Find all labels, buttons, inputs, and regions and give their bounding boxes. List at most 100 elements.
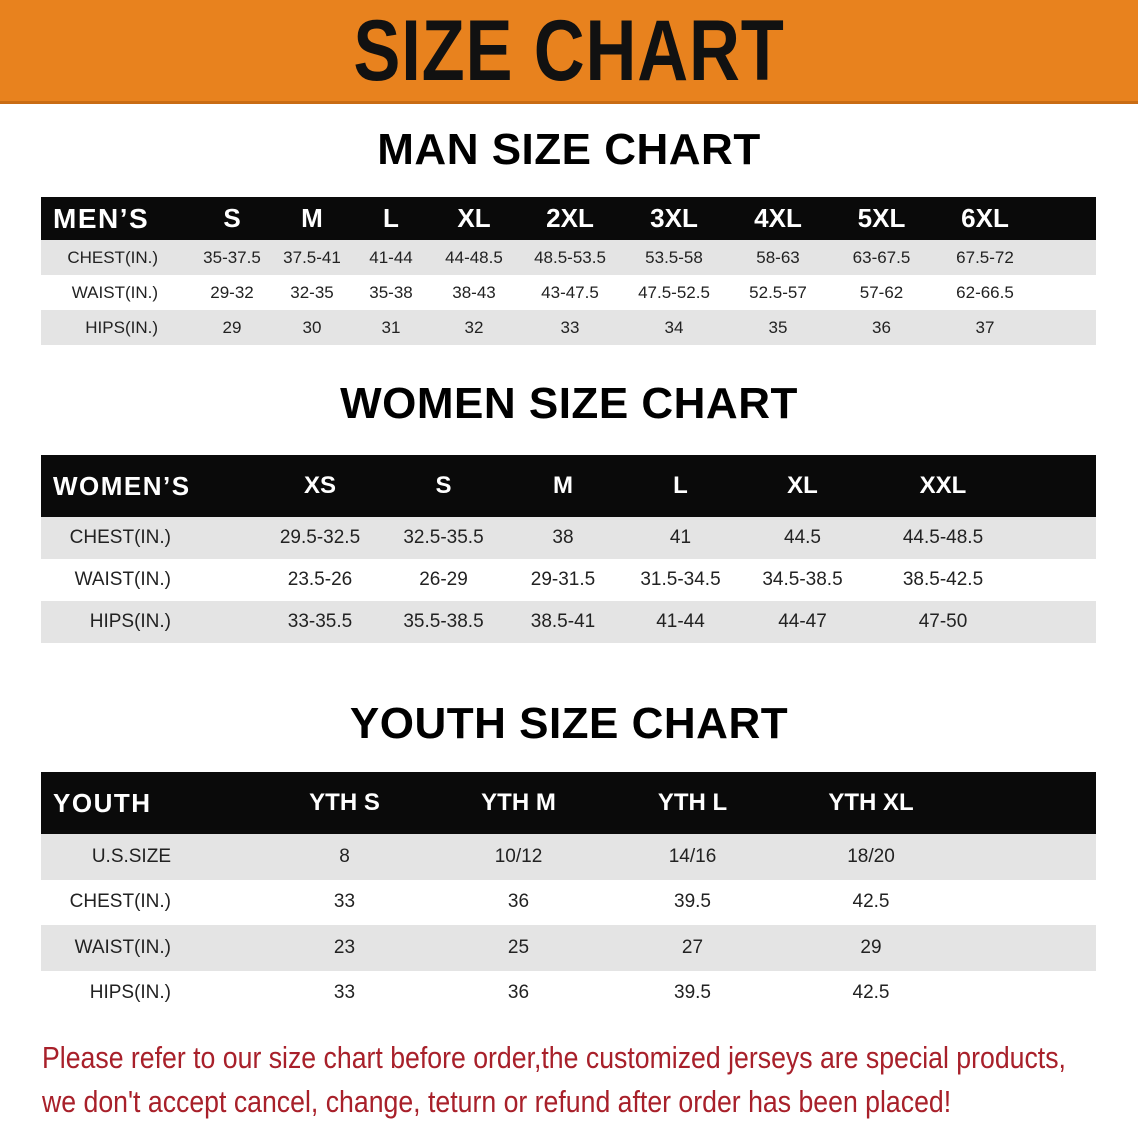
measurement-value: 29-32 bbox=[210, 282, 254, 302]
men-size-table: MEN’S S M L XL 2XL 3XL 4XL 5XL 6XL CHEST(IN.) 35-37… bbox=[41, 197, 1096, 345]
table-corner-label: WOMEN’S bbox=[53, 470, 191, 501]
women-table-row: HIPS(IN.) 33-35.5 35.5-38.5 38.5-41 41-44 44-… bbox=[41, 601, 1096, 643]
size-column-header: 6XL bbox=[961, 203, 1009, 233]
measurement-value: 38.5-42.5 bbox=[902, 569, 984, 590]
size-column-header: 4XL bbox=[754, 203, 802, 233]
size-column-header: L bbox=[673, 472, 688, 499]
measurement-label: CHEST(IN.) bbox=[67, 247, 158, 267]
measurement-value: 53.5-58 bbox=[645, 247, 703, 267]
measurement-value: 33 bbox=[333, 982, 356, 1004]
size-column-header: XL bbox=[787, 472, 818, 499]
measurement-value: 35-38 bbox=[369, 282, 413, 302]
measurement-label: U.S.SIZE bbox=[91, 845, 171, 867]
women-table-row: WAIST(IN.) 23.5-26 26-29 29-31.5 31.5-34.5 34… bbox=[41, 559, 1096, 601]
women-table-row: CHEST(IN.) 29.5-32.5 32.5-35.5 38 41 44.5 44.5… bbox=[41, 517, 1096, 559]
measurement-value: 48.5-53.5 bbox=[534, 247, 606, 267]
measurement-value: 62-66.5 bbox=[956, 282, 1014, 302]
measurement-value: 44.5-48.5 bbox=[902, 527, 984, 548]
youth-table-row: U.S.SIZE 8 10/12 14/16 18/20 bbox=[41, 834, 1096, 880]
size-column-header: L bbox=[383, 203, 399, 233]
measurement-value: 63-67.5 bbox=[852, 247, 911, 267]
measurement-value: 31.5-34.5 bbox=[640, 569, 721, 590]
measurement-value: 36 bbox=[872, 317, 891, 337]
measurement-value: 29 bbox=[222, 317, 242, 337]
measurement-value: 34 bbox=[664, 317, 684, 337]
men-header-row: MEN’S S M L XL 2XL 3XL 4XL 5XL 6XL bbox=[41, 197, 1096, 240]
measurement-value: 10/12 bbox=[494, 845, 543, 867]
measurement-value: 29 bbox=[860, 936, 882, 958]
size-column-header: M bbox=[301, 203, 323, 233]
measurement-value: 34.5-38.5 bbox=[762, 569, 843, 590]
measurement-value: 37.5-41 bbox=[283, 247, 341, 267]
measurement-value: 44-48.5 bbox=[445, 247, 503, 267]
measurement-value: 39.5 bbox=[674, 891, 711, 913]
measurement-value: 14/16 bbox=[668, 845, 717, 867]
measurement-value: 41-44 bbox=[369, 247, 413, 267]
size-column-header: 3XL bbox=[650, 203, 698, 233]
measurement-value: 27 bbox=[681, 936, 704, 958]
measurement-value: 41-44 bbox=[656, 611, 705, 632]
size-column-header: 5XL bbox=[857, 203, 906, 233]
measurement-value: 18/20 bbox=[847, 845, 895, 867]
measurement-value: 35.5-38.5 bbox=[403, 611, 484, 632]
measurement-value: 30 bbox=[302, 317, 322, 337]
size-column-header: M bbox=[553, 472, 573, 499]
measurement-value: 36 bbox=[507, 891, 530, 913]
measurement-value: 32.5-35.5 bbox=[403, 527, 484, 548]
youth-table-row: WAIST(IN.) 23 25 27 29 bbox=[41, 925, 1096, 971]
measurement-value: 52.5-57 bbox=[749, 282, 807, 302]
youth-table-row: HIPS(IN.) 33 36 39.5 42.5 bbox=[41, 970, 1096, 1016]
measurement-value: 33 bbox=[560, 317, 580, 337]
size-chart-banner: SIZE CHART bbox=[0, 0, 1138, 104]
measurement-value: 38-43 bbox=[452, 282, 496, 302]
measurement-value: 38.5-41 bbox=[530, 611, 596, 632]
measurement-value: 47-50 bbox=[918, 611, 968, 632]
measurement-value: 35-37.5 bbox=[203, 247, 261, 267]
women-section-title: WOMEN SIZE CHART bbox=[340, 379, 798, 428]
measurement-value: 23.5-26 bbox=[287, 569, 353, 590]
measurement-label: HIPS(IN.) bbox=[85, 317, 158, 337]
measurement-value: 42.5 bbox=[852, 982, 890, 1004]
measurement-value: 67.5-72 bbox=[956, 247, 1014, 267]
measurement-value: 42.5 bbox=[852, 891, 890, 913]
size-column-header: XXL bbox=[919, 472, 967, 499]
size-column-header: YTH S bbox=[309, 789, 380, 816]
measurement-value: 47.5-52.5 bbox=[638, 282, 710, 302]
measurement-label: CHEST(IN.) bbox=[69, 891, 171, 913]
measurement-value: 37 bbox=[975, 317, 995, 337]
measurement-value: 44.5 bbox=[784, 527, 821, 548]
table-corner-label: YOUTH bbox=[53, 787, 152, 818]
measurement-value: 8 bbox=[339, 845, 350, 867]
men-table-row: CHEST(IN.) 35-37.5 37.5-41 41-44 44-48.5 48.5… bbox=[41, 240, 1096, 275]
measurement-value: 23 bbox=[333, 936, 356, 958]
measurement-value: 58-63 bbox=[756, 247, 800, 267]
men-table-row: HIPS(IN.) 29 30 31 32 33 34 35 36 37 bbox=[41, 310, 1096, 345]
size-column-header: S bbox=[435, 472, 452, 499]
youth-size-table: YOUTH YTH S YTH M YTH L YTH XL U.S.SIZE 8 10/12… bbox=[41, 772, 1096, 1016]
measurement-value: 43-47.5 bbox=[541, 282, 599, 302]
size-column-header: 2XL bbox=[546, 203, 594, 233]
measurement-value: 32-35 bbox=[290, 282, 334, 302]
measurement-value: 57-62 bbox=[859, 282, 904, 302]
measurement-value: 33-35.5 bbox=[287, 611, 353, 632]
measurement-value: 26-29 bbox=[419, 569, 468, 590]
size-column-header: S bbox=[223, 203, 241, 233]
measurement-label: WAIST(IN.) bbox=[71, 282, 158, 302]
order-note-line-1: Please refer to our size chart before or… bbox=[42, 1040, 1066, 1075]
measurement-value: 29.5-32.5 bbox=[279, 527, 361, 548]
youth-table-row: CHEST(IN.) 33 36 39.5 42.5 bbox=[41, 879, 1096, 925]
measurement-label: WAIST(IN.) bbox=[74, 936, 171, 958]
youth-header-row: YOUTH YTH S YTH M YTH L YTH XL bbox=[41, 772, 1096, 834]
men-section-title: MAN SIZE CHART bbox=[377, 125, 761, 174]
measurement-value: 29-31.5 bbox=[530, 569, 596, 590]
size-column-header: YTH XL bbox=[828, 789, 914, 816]
measurement-value: 41 bbox=[669, 527, 692, 548]
men-table-row: WAIST(IN.) 29-32 32-35 35-38 38-43 43-47.5 47.… bbox=[41, 275, 1096, 310]
size-column-header: YTH L bbox=[657, 789, 728, 816]
table-corner-label: MEN’S bbox=[53, 202, 150, 234]
women-size-table: WOMEN’S XS S M L XL XXL CHEST(IN.) 29.5-32.5 32.5… bbox=[41, 455, 1096, 643]
measurement-value: 32 bbox=[464, 317, 484, 337]
measurement-label: WAIST(IN.) bbox=[74, 569, 171, 590]
measurement-value: 31 bbox=[381, 317, 401, 337]
measurement-label: HIPS(IN.) bbox=[89, 982, 171, 1004]
